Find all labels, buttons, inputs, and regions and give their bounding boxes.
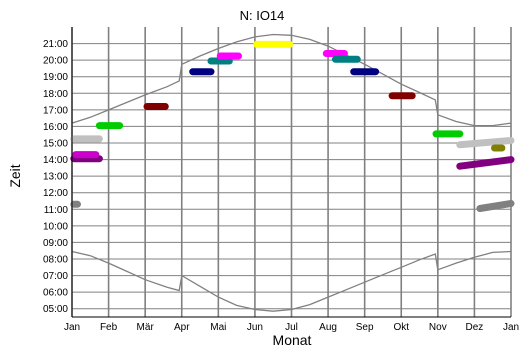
y-tick-label: 08:00 [43,255,68,266]
data-mark [456,156,515,170]
y-tick-label: 12:00 [43,188,68,199]
x-tick-label: Mai [210,322,226,333]
x-axis-label: Monat [273,332,312,348]
data-mark [456,137,515,149]
y-tick-label: 21:00 [43,39,68,50]
x-tick-label: Apr [174,322,190,333]
y-axis-label: Zeit [7,164,23,187]
y-tick-label: 16:00 [43,122,68,133]
y-tick-label: 11:00 [44,205,69,216]
axes [71,27,511,318]
grid [71,27,512,317]
x-tick-label: Jun [247,322,263,333]
y-tick-label: 06:00 [43,288,68,299]
x-tick-label: Mär [137,322,155,333]
y-tick-label: 17:00 [43,105,68,116]
x-tick-label: Jan [64,322,80,333]
y-tick-label: 20:00 [43,56,68,67]
daylight-curves [71,33,512,312]
x-tick-labels: Jan Feb Mär Apr Mai Jun Jul Aug Sep Okt Nov Dez Jan [64,322,519,333]
x-tick-label: Nov [429,322,447,333]
x-tick-label: Sep [356,322,374,333]
y-tick-labels: 05:00 06:00 07:00 08:00 09:00 10:00 11:00 12:00… [43,39,68,315]
y-tick-label: 10:00 [43,221,68,232]
y-tick-label: 09:00 [43,238,68,249]
y-tick-label: 15:00 [43,139,68,150]
y-tick-label: 18:00 [43,89,68,100]
y-tick-label: 07:00 [43,271,68,282]
x-tick-label: Aug [319,322,337,333]
x-tick-label: Jul [285,322,298,333]
data-series [70,40,515,212]
y-tick-label: 05:00 [43,304,68,315]
x-tick-label: Okt [393,322,409,333]
y-tick-label: 19:00 [43,72,68,83]
chart-title: N: IO14 [240,8,285,23]
y-tick-label: 14:00 [43,155,68,166]
x-tick-label: Feb [100,322,118,333]
y-tick-label: 13:00 [43,172,68,183]
sunset-curve [71,33,512,127]
sunrise-curve [71,250,512,312]
data-mark [476,200,515,212]
x-tick-label: Jan [503,322,519,333]
x-tick-label: Dez [466,322,484,333]
